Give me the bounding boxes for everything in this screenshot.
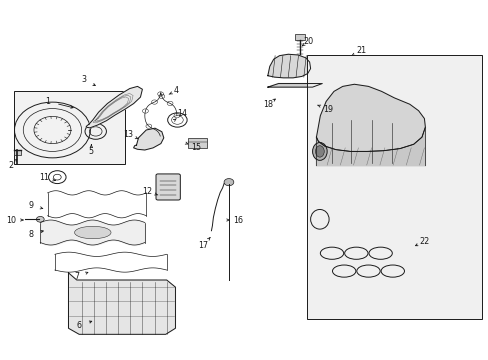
Text: 7: 7	[74, 272, 79, 281]
Circle shape	[224, 179, 233, 186]
Ellipse shape	[315, 146, 324, 157]
Text: 16: 16	[232, 216, 242, 225]
FancyBboxPatch shape	[156, 174, 180, 200]
Polygon shape	[267, 54, 310, 78]
Polygon shape	[86, 86, 142, 128]
Text: 8: 8	[28, 230, 33, 239]
Polygon shape	[316, 127, 425, 166]
Bar	[306, 55, 481, 319]
Text: 5: 5	[89, 147, 94, 156]
Text: 15: 15	[190, 143, 201, 152]
Text: 4: 4	[174, 86, 179, 95]
Text: 10: 10	[6, 216, 16, 225]
Text: 22: 22	[418, 237, 428, 246]
Text: 17: 17	[198, 240, 208, 249]
Text: 13: 13	[122, 130, 133, 139]
Bar	[14, 150, 21, 156]
Polygon shape	[133, 128, 163, 150]
Text: 20: 20	[303, 37, 313, 46]
Polygon shape	[316, 84, 425, 152]
Text: 21: 21	[355, 46, 366, 55]
Text: 11: 11	[39, 174, 49, 183]
Bar	[14, 91, 125, 164]
Polygon shape	[267, 84, 322, 87]
Circle shape	[36, 216, 44, 222]
Text: 14: 14	[177, 109, 187, 118]
Ellipse shape	[312, 143, 326, 160]
Text: 6: 6	[77, 321, 81, 330]
Bar	[294, 34, 304, 40]
Text: 18: 18	[263, 100, 272, 109]
Ellipse shape	[74, 226, 111, 239]
Text: 19: 19	[323, 105, 332, 114]
Text: 3: 3	[81, 76, 86, 85]
Text: 9: 9	[29, 201, 34, 210]
Bar	[188, 138, 206, 148]
Text: 1: 1	[45, 97, 50, 106]
Text: 2: 2	[8, 161, 14, 170]
Text: 12: 12	[142, 187, 152, 196]
Polygon shape	[68, 273, 175, 334]
